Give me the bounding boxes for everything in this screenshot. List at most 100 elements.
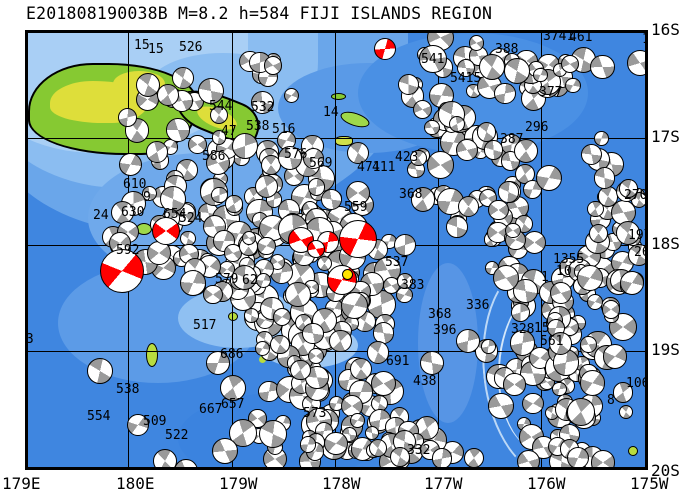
- beachball-symbol: [285, 281, 312, 308]
- beachball-symbol: [627, 243, 645, 266]
- beachball-symbol: [206, 351, 230, 375]
- beachball-symbol: [141, 185, 157, 202]
- depth-label: 368: [399, 187, 423, 202]
- beachball-symbol: [263, 55, 283, 75]
- depth-label: 554: [87, 409, 111, 424]
- beachball-symbol: [87, 358, 113, 384]
- beachball-symbol: [522, 392, 544, 415]
- beachball-symbol: [180, 270, 206, 296]
- beachball-symbol: [340, 291, 369, 320]
- beachball-symbol: [220, 375, 246, 401]
- beachball-symbol: [397, 74, 420, 96]
- depth-label: 592: [116, 243, 140, 258]
- beachball-symbol: [410, 149, 427, 167]
- beachball-symbol: [586, 294, 603, 310]
- depth-label: 524: [179, 211, 203, 226]
- beachball-symbol: [549, 332, 573, 356]
- depth-label: 387: [500, 132, 524, 147]
- beachball-symbol: [299, 436, 317, 453]
- beachball-symbol: [602, 344, 628, 369]
- depth-label: 197: [628, 228, 645, 243]
- beachball-symbol: [588, 224, 608, 244]
- beachball-symbol: [456, 58, 475, 77]
- depth-label: 332: [407, 443, 431, 458]
- beachball-symbol: [456, 329, 480, 353]
- depth-label: 15: [642, 33, 645, 46]
- x-tick-178W: 178W: [322, 474, 361, 493]
- island-small: [331, 93, 346, 100]
- beachball-symbol: [232, 133, 258, 159]
- beachball-symbol: [157, 84, 179, 106]
- beachball-symbol: [225, 195, 243, 213]
- beachball-symbol: [463, 447, 485, 467]
- beachball-symbol: [244, 308, 259, 324]
- beachball-symbol: [590, 450, 616, 467]
- beachball-symbol: [616, 221, 640, 245]
- depth-label: 526: [179, 40, 203, 55]
- x-tick-176W: 176W: [527, 474, 566, 493]
- beachball-symbol: [347, 142, 369, 164]
- beachball-symbol: [448, 115, 466, 133]
- beachball-symbol: [198, 78, 224, 104]
- beachball-symbol: [567, 446, 590, 467]
- beachball-symbol: [601, 299, 621, 319]
- beachball-symbol: [278, 146, 302, 170]
- island-small: [228, 312, 238, 321]
- beachball-symbol: [446, 216, 469, 238]
- beachball-symbol: [145, 140, 168, 163]
- beachball-symbol: [389, 447, 410, 467]
- depth-label: 517: [193, 318, 217, 333]
- beachball-symbol: [117, 107, 138, 127]
- depth-label: 544: [209, 99, 233, 114]
- depth-label: 630: [121, 205, 145, 220]
- depth-label: 1355: [553, 252, 585, 267]
- depth-label: 538: [116, 382, 140, 397]
- x-tick-179W: 179W: [219, 474, 258, 493]
- beachball-symbol: [307, 240, 325, 258]
- depth-label: 438: [413, 374, 437, 389]
- beachball-symbol: [153, 449, 177, 467]
- beachball-symbol: [371, 370, 397, 396]
- y-tick-16S: 16S: [651, 20, 680, 39]
- beachball-symbol: [419, 45, 448, 73]
- depth-label: 579: [215, 272, 239, 287]
- beachball-symbol: [509, 330, 536, 356]
- depth-label: 686: [220, 347, 244, 362]
- depth-label: 106: [626, 376, 645, 391]
- beachball-symbol: [593, 167, 616, 189]
- depth-label: 541: [421, 52, 445, 67]
- beachball-symbol: [560, 55, 579, 74]
- beachball-symbol: [552, 381, 567, 397]
- beachball-symbol: [288, 227, 314, 253]
- beachball-symbol: [329, 329, 352, 353]
- depth-label: 516: [272, 122, 296, 137]
- beachball-symbol: [612, 382, 634, 403]
- depth-label: 24: [93, 208, 109, 223]
- beachball-symbol: [618, 405, 633, 420]
- depth-label: 383: [401, 278, 425, 293]
- beachball-symbol: [257, 236, 276, 256]
- depth-label: 33: [28, 333, 34, 346]
- beachball-symbol: [477, 122, 497, 142]
- beachball-symbol: [505, 222, 521, 239]
- depth-label: 532: [251, 100, 275, 115]
- depth-label: 667: [199, 402, 223, 417]
- beachball-symbol: [283, 87, 300, 104]
- depth-label: 509: [143, 414, 167, 429]
- y-tick-18S: 18S: [651, 234, 680, 253]
- depth-label: 270: [624, 188, 645, 203]
- x-tick-179E: 179E: [2, 474, 41, 493]
- beachball-symbol: [488, 199, 509, 220]
- beachball-symbol: [565, 78, 581, 94]
- depth-label: 576: [284, 147, 308, 162]
- gridline-longitude: [438, 33, 439, 467]
- beachball-symbol: [210, 106, 229, 125]
- beachball-symbol: [203, 284, 223, 305]
- beachball-symbol: [256, 273, 272, 289]
- beachball-symbol: [478, 54, 505, 81]
- depth-label: 561: [540, 334, 564, 349]
- beachball-symbol: [594, 131, 609, 147]
- depth-label-layer: 15 15 526 544 532 47 538 516 14 576 569 586 610 9 24 63…: [28, 33, 645, 467]
- island-small: [146, 343, 158, 367]
